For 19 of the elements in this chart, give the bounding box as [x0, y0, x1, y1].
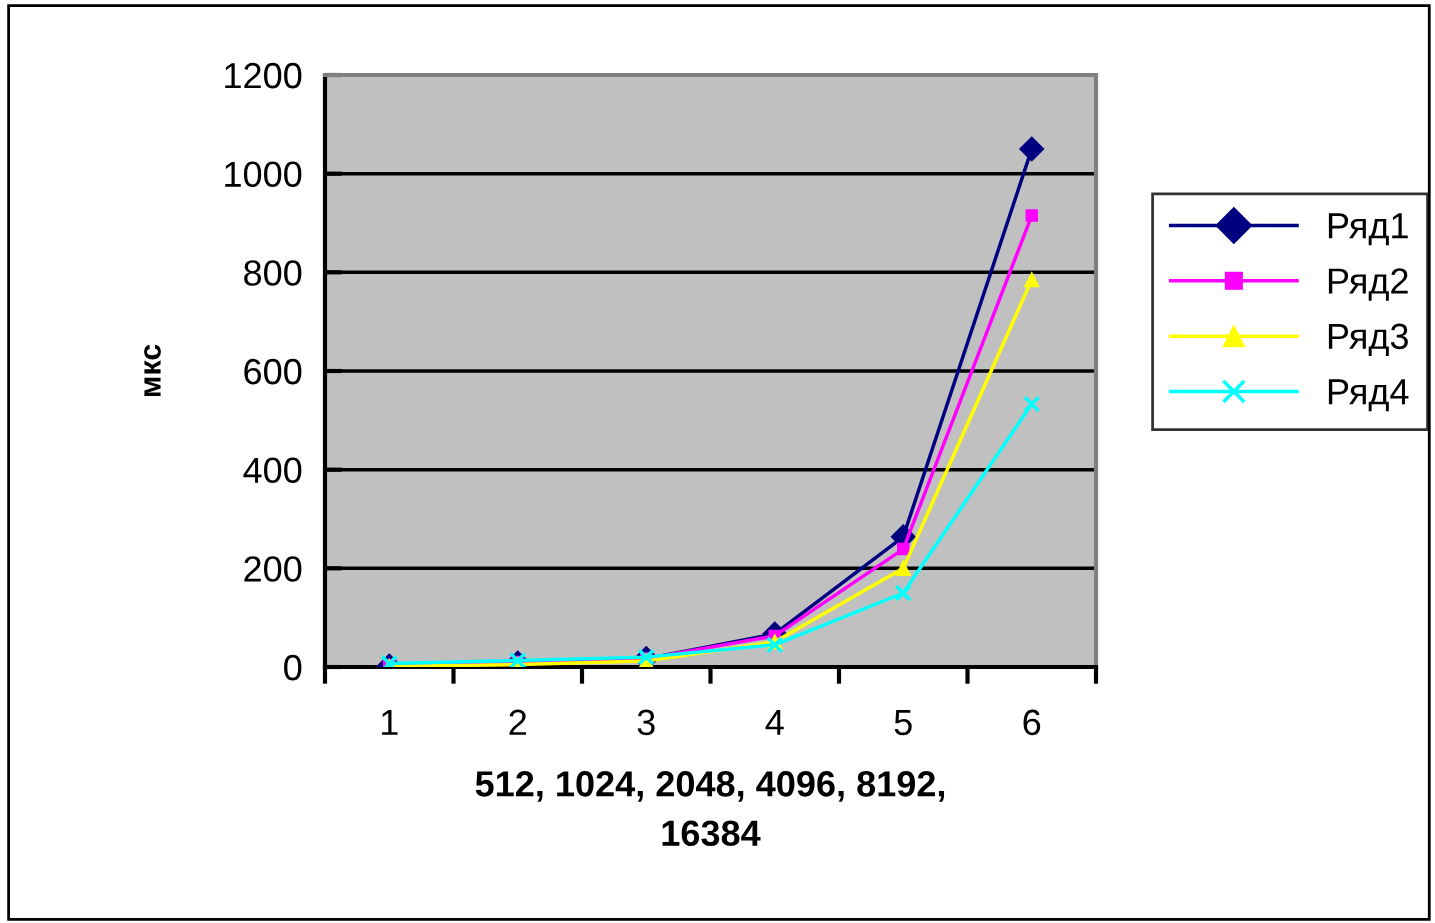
y-tick-label: 800 — [244, 260, 302, 286]
y-axis-title: мкс — [144, 344, 161, 397]
legend-label: Ряд1 — [1328, 213, 1408, 246]
x-axis-title: 512, 1024, 2048, 4096, 8192, 16384 — [475, 771, 945, 847]
legend-label: Ряд4 — [1328, 379, 1409, 412]
x-tick-label: 3 — [637, 709, 655, 736]
y-tick-label: 200 — [244, 556, 302, 582]
x-tick-label: 1 — [381, 709, 398, 735]
legend-label: Ряд3 — [1328, 323, 1408, 356]
y-tick-label: 1200 — [225, 62, 302, 89]
y-tick-label: 0 — [284, 654, 302, 681]
legend-label: Ряд2 — [1328, 268, 1408, 301]
x-tick-label: 2 — [509, 709, 526, 735]
x-tick-label: 5 — [894, 709, 912, 736]
y-tick-label: 1000 — [225, 161, 302, 188]
x-tick-label: 4 — [765, 709, 784, 735]
y-tick-label: 600 — [244, 358, 302, 385]
x-tick-label: 6 — [1023, 709, 1041, 736]
y-tick-label: 400 — [243, 457, 302, 484]
